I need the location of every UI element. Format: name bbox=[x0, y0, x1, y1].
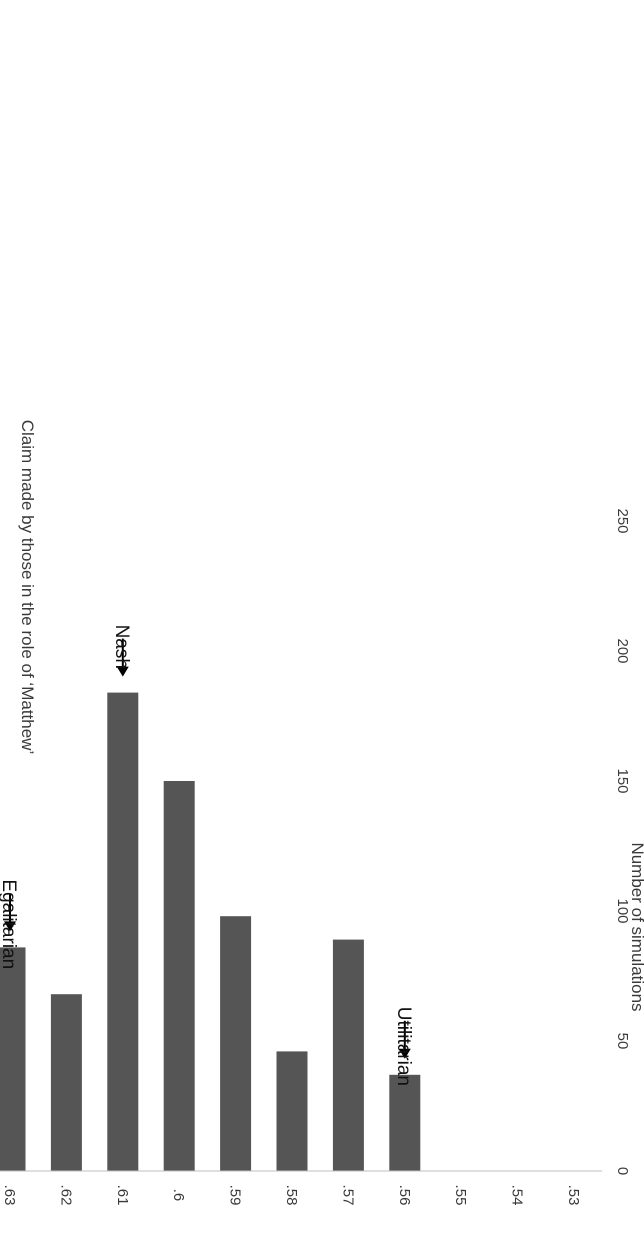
y-tick-label: 200 bbox=[614, 638, 631, 663]
x-tick-label: .6 bbox=[170, 1189, 187, 1202]
x-tick-label: .54 bbox=[509, 1185, 526, 1206]
bar-.61 bbox=[107, 692, 139, 1171]
x-tick-label: .59 bbox=[227, 1185, 244, 1206]
bar-.6 bbox=[163, 781, 195, 1171]
annotation-label: Egalitarian bbox=[0, 879, 19, 969]
annotation-label: Nash bbox=[111, 625, 132, 669]
chart-plot-rotated: .53.54.55.56.57.58.59.6.61.62.63.64.65.6… bbox=[0, 420, 644, 1206]
annotation-arrow-head bbox=[116, 666, 129, 677]
annotation-label: Utilitarian bbox=[393, 1007, 414, 1086]
x-tick-label: .53 bbox=[565, 1185, 582, 1206]
bar-.62 bbox=[50, 994, 82, 1171]
x-tick-labels: .53.54.55.56.57.58.59.6.61.62.63.64.65.6… bbox=[1, 1185, 582, 1206]
x-tick-label: .61 bbox=[114, 1185, 131, 1206]
bar-.59 bbox=[220, 916, 252, 1171]
annotation-arrow-head bbox=[398, 1048, 411, 1059]
x-tick-label: .55 bbox=[452, 1185, 469, 1206]
x-tick-label: .63 bbox=[1, 1185, 18, 1206]
x-tick-label: .57 bbox=[339, 1185, 356, 1206]
y-tick-label: 150 bbox=[614, 768, 631, 793]
x-tick-label: .58 bbox=[283, 1185, 300, 1206]
bar-.58 bbox=[276, 1051, 308, 1171]
bars-group bbox=[0, 692, 421, 1171]
y-tick-label: 0 bbox=[614, 1167, 631, 1175]
bar-.57 bbox=[332, 939, 364, 1171]
bar-.56 bbox=[389, 1074, 421, 1171]
y-tick-label: 100 bbox=[614, 898, 631, 923]
y-axis-title: Number of simulations bbox=[628, 842, 644, 1011]
x-tick-label: .56 bbox=[396, 1185, 413, 1206]
x-tick-label: .62 bbox=[57, 1185, 74, 1206]
x-axis-title: Claim made by those in the role of ‘Matt… bbox=[18, 420, 37, 755]
y-tick-labels: 0 50 100 150 200 250 bbox=[614, 508, 631, 1175]
annotation-arrow-head bbox=[4, 921, 16, 932]
y-tick-label: 250 bbox=[614, 508, 631, 533]
bar-.63 bbox=[0, 947, 26, 1171]
y-tick-label: 50 bbox=[614, 1033, 631, 1050]
annotations-group: UtilitarianNashEgalitarianKalai-Smorodin… bbox=[0, 625, 414, 1086]
